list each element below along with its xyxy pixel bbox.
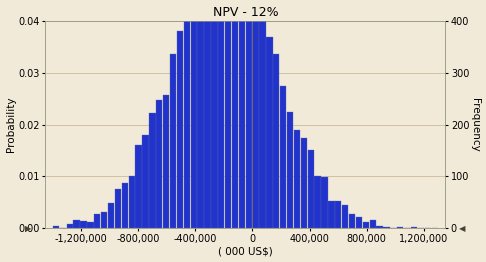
Bar (53, 226, 59, 228)
Bar (349, 214, 355, 228)
Bar (149, 113, 156, 228)
Bar (321, 177, 328, 228)
Bar (253, 0, 259, 228)
Bar (308, 150, 314, 228)
Bar (142, 135, 149, 228)
Bar (245, 0, 252, 228)
Bar (87, 222, 94, 228)
Bar (225, 0, 231, 228)
Bar (129, 176, 135, 228)
Bar (239, 0, 245, 228)
Bar (328, 201, 334, 228)
Y-axis label: Frequency: Frequency (470, 98, 481, 151)
Bar (314, 176, 321, 228)
Bar (232, 0, 238, 228)
Bar (101, 212, 107, 228)
Bar (191, 0, 197, 228)
Bar (94, 214, 101, 228)
Bar (266, 37, 273, 228)
Bar (335, 201, 342, 228)
Bar (411, 227, 417, 228)
Bar (377, 226, 383, 228)
X-axis label: ( 000 US$): ( 000 US$) (218, 247, 273, 256)
Bar (204, 0, 210, 228)
Bar (211, 0, 218, 228)
Bar (163, 95, 169, 228)
Bar (80, 221, 87, 228)
Title: NPV - 12%: NPV - 12% (212, 6, 278, 19)
Bar (108, 203, 114, 228)
Bar (156, 100, 162, 228)
Bar (177, 31, 183, 228)
Bar (294, 130, 300, 228)
Bar (273, 54, 279, 228)
Bar (260, 18, 266, 228)
Bar (383, 227, 390, 228)
Bar (397, 227, 403, 228)
Bar (356, 217, 362, 228)
Bar (184, 19, 190, 228)
Bar (170, 54, 176, 228)
Bar (122, 183, 128, 228)
Bar (218, 0, 225, 228)
Bar (363, 222, 369, 228)
Bar (136, 145, 142, 228)
Bar (342, 205, 348, 228)
Bar (73, 220, 80, 228)
Y-axis label: Probability: Probability (5, 97, 16, 152)
Text: ◀: ◀ (459, 223, 466, 233)
Bar (287, 112, 293, 228)
Bar (301, 138, 307, 228)
Bar (67, 225, 73, 228)
Bar (369, 220, 376, 228)
Bar (197, 0, 204, 228)
Text: ▶: ▶ (25, 223, 32, 233)
Bar (115, 189, 121, 228)
Bar (280, 86, 286, 228)
